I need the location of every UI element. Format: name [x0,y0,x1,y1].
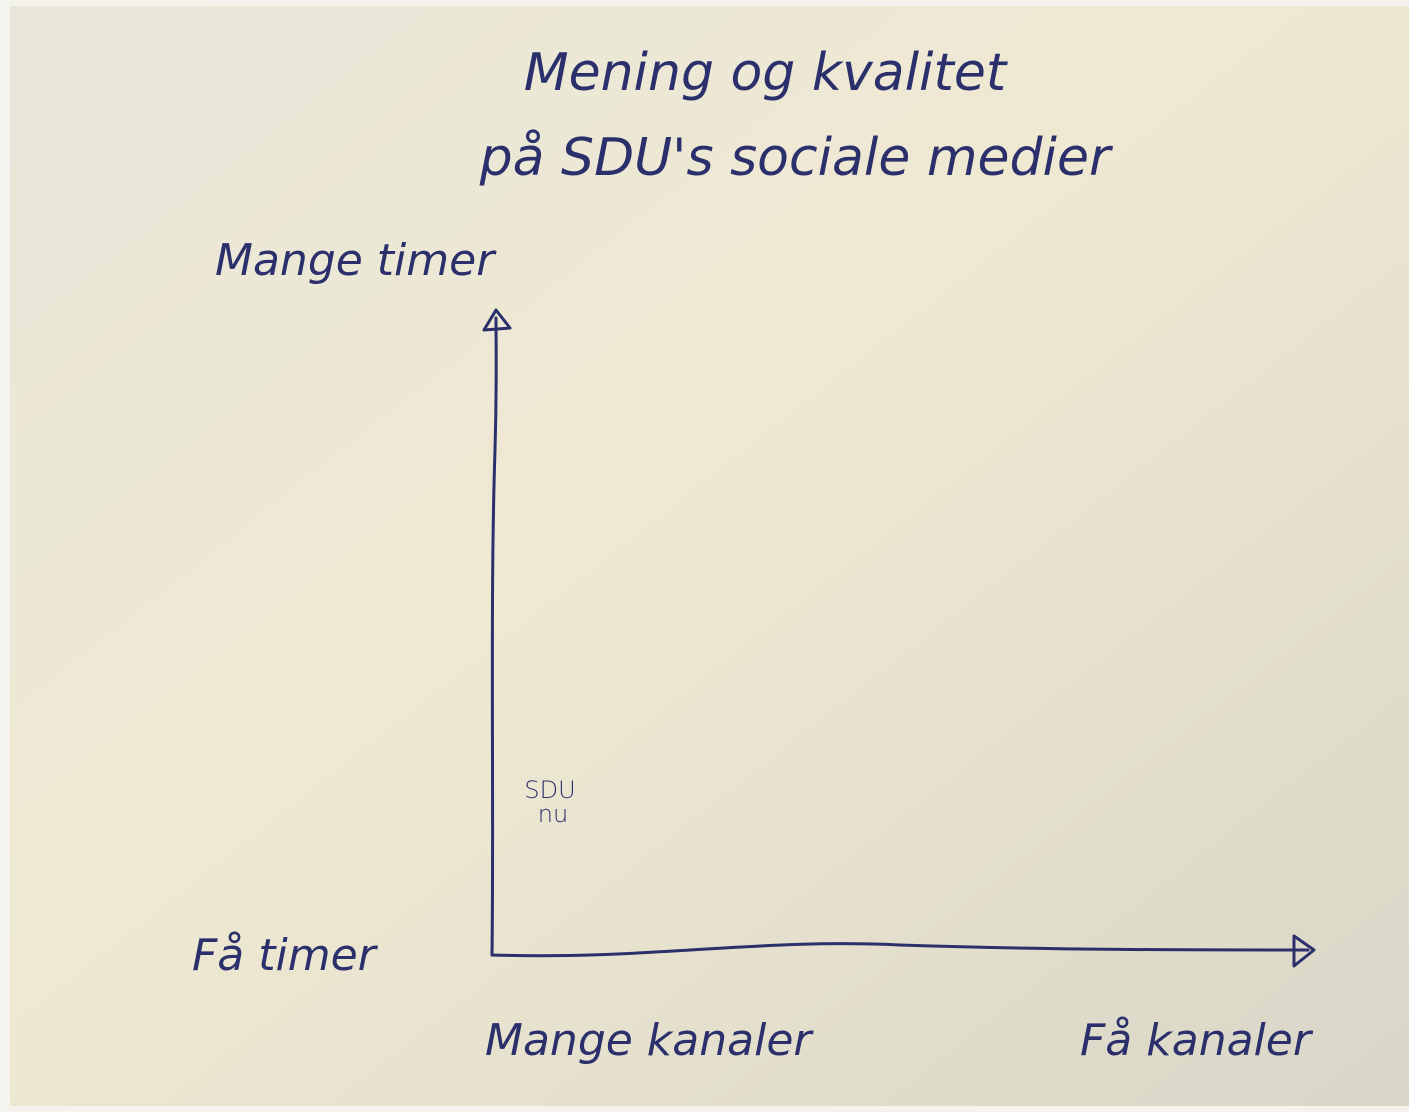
photo: Mening og kvalitet på SDU's sociale medi… [0,0,1409,1112]
title-line-2: på SDU's sociale medier [479,128,1114,188]
x-axis-right-label: Få kanaler [1080,1015,1314,1066]
y-axis-top-label: Mange timer [215,235,497,286]
y-axis-bottom-label: Få timer [192,930,379,981]
x-axis-left-label: Mange kanaler [485,1015,814,1066]
title-line-1: Mening og kvalitet [524,43,1008,103]
point-label-line-2: nu [538,800,568,828]
